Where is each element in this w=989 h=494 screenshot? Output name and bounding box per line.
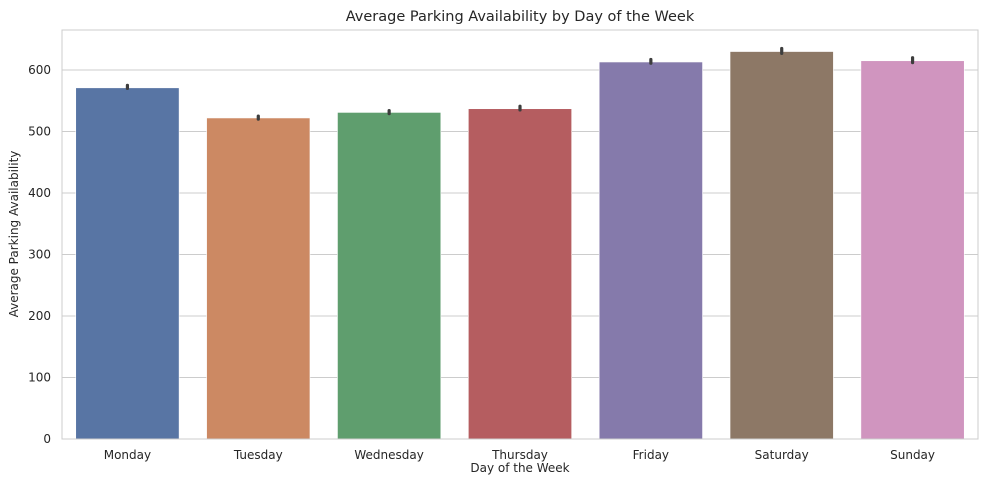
bar-sunday (860, 60, 965, 440)
x-axis-label: Day of the Week (470, 461, 569, 475)
y-tick-label: 200 (28, 309, 51, 323)
bar-thursday (468, 108, 572, 440)
bars (75, 51, 965, 440)
bar-tuesday (206, 117, 311, 440)
y-tick-label: 300 (28, 247, 51, 261)
x-tick-labels: Monday Tuesday Wednesday Thursday Friday Satu… (104, 448, 935, 462)
y-tick-label: 400 (28, 186, 51, 200)
bar-saturday (729, 51, 834, 440)
error-bars (125, 46, 915, 121)
y-tick-label: 600 (28, 63, 51, 77)
y-tick-label: 500 (28, 124, 51, 138)
y-tick-label: 0 (43, 432, 51, 446)
y-tick-label: 100 (28, 370, 51, 384)
plot-frame (61, 29, 979, 440)
x-tick-label: Saturday (755, 448, 809, 462)
x-tick-label: Sunday (890, 448, 935, 462)
x-tick-label: Monday (104, 448, 151, 462)
x-tick-label: Tuesday (233, 448, 283, 462)
x-tick-label: Wednesday (354, 448, 423, 462)
chart-title: Average Parking Availability by Day of t… (346, 9, 695, 25)
y-tick-labels: 0 100 200 300 400 500 600 (28, 63, 51, 446)
bar-wednesday (337, 112, 442, 440)
bar-monday (75, 87, 180, 440)
x-tick-label: Thursday (491, 448, 548, 462)
bar-friday (598, 61, 703, 440)
x-tick-label: Friday (633, 448, 669, 462)
y-axis-label: Average Parking Availability (7, 151, 21, 318)
